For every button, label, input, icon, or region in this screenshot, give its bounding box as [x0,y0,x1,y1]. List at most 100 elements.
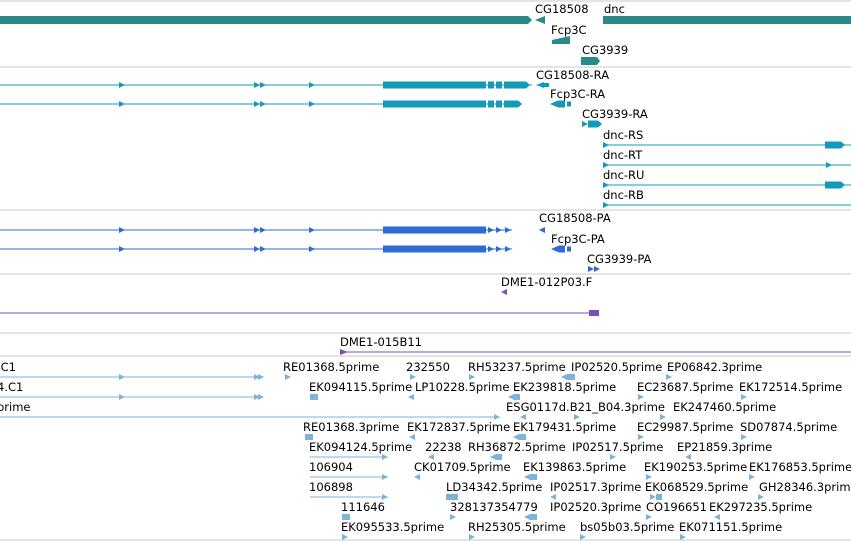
est-feature[interactable] [580,534,586,540]
est-label: IP02517.5prime [572,440,663,454]
est-feature[interactable] [450,514,456,520]
est-feature[interactable] [741,434,747,440]
est-feature[interactable] [646,514,652,520]
est-feature[interactable] [305,434,313,440]
transcript-cg3939-ra[interactable] [582,120,602,128]
est-feature[interactable] [758,494,764,500]
clone-dme1-012p03[interactable] [0,289,599,316]
gene-cg18508[interactable] [0,16,545,24]
clone-track: DME1-012P03.F DME1-015B11 [0,275,851,355]
transcript-cg18508-ra[interactable] [0,81,549,89]
est-feature[interactable] [714,514,720,520]
est-feature[interactable] [638,434,644,440]
est-feature[interactable] [513,434,526,440]
protein-cg18508-pa[interactable] [0,226,545,234]
est-feature[interactable] [520,414,526,420]
est-label: IP02517.3prime [550,480,641,494]
est-label: .C1 [0,360,16,374]
est-feature[interactable] [610,454,616,460]
est-label: EP06842.3prime [667,360,762,374]
est-label: EK071151.5prime [679,520,782,534]
est-feature[interactable] [342,534,348,540]
protein-fcp3c-pa[interactable] [0,245,571,253]
est-label: EK172514.5prime [739,380,842,394]
est-feature[interactable] [646,474,652,480]
est-label: EC29987.5prime [637,420,733,434]
est-label: 22238 [425,440,462,454]
est-label: EK172837.5prime [407,420,510,434]
protein-track: CG18508-PA Fcp3C-PA CG3939-PA [0,211,652,272]
est-feature[interactable] [446,494,458,500]
est-feature[interactable] [561,374,575,380]
est-feature[interactable] [741,394,747,400]
est-label: 111646 [341,500,385,514]
est-label: EK179431.5prime [513,420,616,434]
est-feature[interactable] [310,454,388,460]
est-feature[interactable] [342,514,350,520]
gene-label: Fcp3C [551,23,587,37]
est-feature[interactable] [574,414,580,420]
est-label: EK190253.5prime [644,460,747,474]
clone-label: DME1-012P03.F [501,275,592,289]
transcript-label: dnc-RS [603,128,643,142]
est-feature[interactable] [650,494,662,500]
est-label: EK094124.5prime [309,440,412,454]
est-feature[interactable] [428,454,434,460]
transcript-fcp3c-ra[interactable] [0,100,571,108]
est-label: 106898 [309,480,353,494]
est-feature[interactable] [524,474,537,480]
est-label: CO196651 [646,500,707,514]
est-feature[interactable] [660,414,666,420]
transcript-label: dnc-RU [603,168,644,182]
est-feature[interactable] [310,494,388,500]
gene-dnc[interactable] [603,16,851,24]
transcript-dnc-rb[interactable] [603,202,851,208]
clone-label: DME1-015B11 [340,335,422,349]
est-feature[interactable] [550,494,556,500]
transcript-dnc-ru[interactable] [603,181,851,189]
est-label: EK068529.5prime [645,480,748,494]
est-feature[interactable] [414,474,420,480]
est-feature[interactable] [508,394,520,400]
est-feature[interactable] [469,374,475,380]
clone-dme1-015b11[interactable] [340,349,851,355]
transcript-dnc-rt[interactable] [603,162,851,168]
est-feature[interactable] [490,454,502,460]
est-feature[interactable] [524,514,537,520]
est-feature[interactable] [285,374,291,380]
est-feature[interactable] [749,474,755,480]
protein-cg3939-pa[interactable] [588,266,600,272]
est-feature[interactable] [310,474,388,480]
est-feature[interactable] [409,434,415,440]
est-label: LD34342.5prime [446,480,542,494]
est-label: EK139863.5prime [523,460,626,474]
est-feature[interactable] [310,394,318,400]
est-feature[interactable] [685,454,691,460]
est-label: EK176853.5prime [749,460,851,474]
est-feature[interactable] [408,394,414,400]
est-label: SD07874.5prime [740,420,837,434]
est-feature[interactable] [680,534,686,540]
est-label: EK297235.5prime [709,500,812,514]
est-feature[interactable] [410,374,416,380]
transcript-label: dnc-RB [603,188,644,202]
transcript-label: Fcp3C-RA [550,87,605,101]
est-feature[interactable] [638,394,644,400]
protein-label: CG18508-PA [539,211,611,225]
est-label: GH28346.3prime [759,480,851,494]
est-label: 232550 [406,360,450,374]
est-label: ESG0117d.B21_B04.3prime [506,400,665,414]
est-feature[interactable] [0,374,264,380]
est-feature[interactable] [469,534,475,540]
transcript-track: CG18508-RA Fcp3C-RA CG3939-RA dnc-RS dnc… [0,68,851,208]
gene-fcp3c[interactable] [552,36,570,44]
est-label: 106904 [309,460,353,474]
est-label: IP02520.5prime [571,360,662,374]
est-feature[interactable] [0,414,500,420]
transcript-dnc-rs[interactable] [603,141,851,149]
est-feature[interactable] [0,394,264,400]
est-label: prime [0,400,31,414]
est-feature[interactable] [666,374,672,380]
gene-cg3939[interactable] [581,57,600,65]
